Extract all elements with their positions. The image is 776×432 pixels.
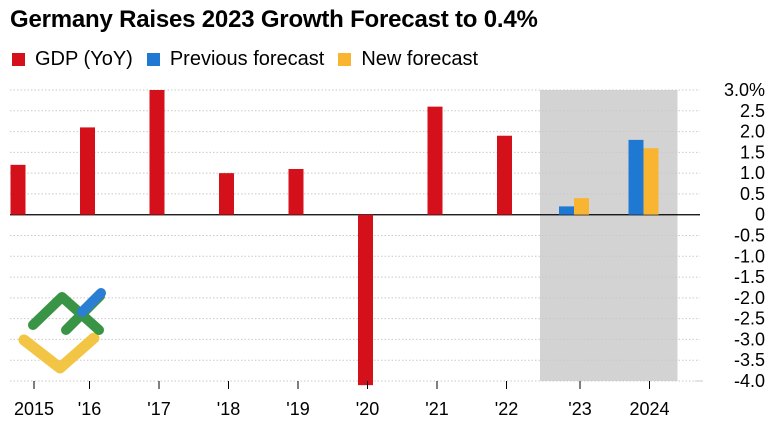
x-tick-label: '16 — [78, 399, 101, 419]
legend-item-new: New forecast — [338, 48, 478, 71]
chart-title: Germany Raises 2023 Growth Forecast to 0… — [10, 6, 538, 33]
y-tick-label: -4.0 — [734, 371, 765, 391]
y-tick-label: 1.5 — [740, 142, 765, 162]
y-tick-label: -1.0 — [734, 246, 765, 266]
y-tick-label: 2.5 — [740, 101, 765, 121]
x-tick-label: '20 — [356, 399, 379, 419]
legend-item-gdp: GDP (YoY) — [12, 48, 133, 71]
legend-swatch-gdp — [12, 53, 25, 66]
bar-gdp-yoy-5 — [358, 214, 373, 386]
legend-label-previous: Previous forecast — [169, 48, 325, 70]
y-tick-label: 0 — [755, 205, 765, 225]
bar-gdp-yoy-0 — [10, 164, 26, 215]
y-tick-label: -3.0 — [734, 329, 765, 349]
y-tick-label: -2.0 — [734, 288, 765, 308]
legend-label-new: New forecast — [361, 48, 479, 70]
x-tick-label: '23 — [568, 399, 591, 419]
y-tick-label: -2.5 — [734, 309, 765, 329]
legend-label-gdp: GDP (YoY) — [35, 48, 133, 70]
bar-gdp-yoy-2 — [149, 90, 165, 215]
x-tick-label: '21 — [425, 399, 448, 419]
bar-gdp-yoy-1 — [80, 127, 95, 215]
bar-new-forecast-8 — [574, 198, 589, 215]
legend-swatch-new — [338, 53, 352, 66]
y-tick-label: 2.0 — [740, 122, 765, 142]
bar-gdp-yoy-7 — [497, 135, 512, 215]
x-tick-label: 2015 — [14, 399, 54, 419]
y-tick-label: 1.0 — [740, 163, 765, 183]
x-tick-label: '18 — [217, 399, 240, 419]
x-tick-label: '19 — [286, 399, 309, 419]
logo-watermark — [18, 288, 106, 374]
bar-gdp-yoy-4 — [288, 168, 304, 215]
x-tick-label: '22 — [495, 399, 518, 419]
y-tick-label: 3.0% — [724, 80, 765, 100]
y-tick-label: -3.5 — [734, 350, 765, 370]
x-tick-label: '17 — [147, 399, 170, 419]
legend: GDP (YoY) Previous forecast New forecast — [12, 48, 478, 71]
y-tick-label: -0.5 — [734, 226, 765, 246]
y-tick-label: 0.5 — [740, 184, 765, 204]
legend-swatch-previous — [146, 53, 160, 66]
bar-gdp-yoy-3 — [219, 173, 234, 215]
x-tick-label: 2024 — [629, 399, 669, 419]
bar-previous-forecast-8 — [559, 206, 574, 215]
legend-item-previous: Previous forecast — [146, 48, 325, 71]
bar-gdp-yoy-6 — [427, 106, 443, 215]
bar-previous-forecast-9 — [628, 139, 644, 215]
bar-new-forecast-9 — [643, 148, 659, 215]
y-tick-label: -1.5 — [734, 267, 765, 287]
